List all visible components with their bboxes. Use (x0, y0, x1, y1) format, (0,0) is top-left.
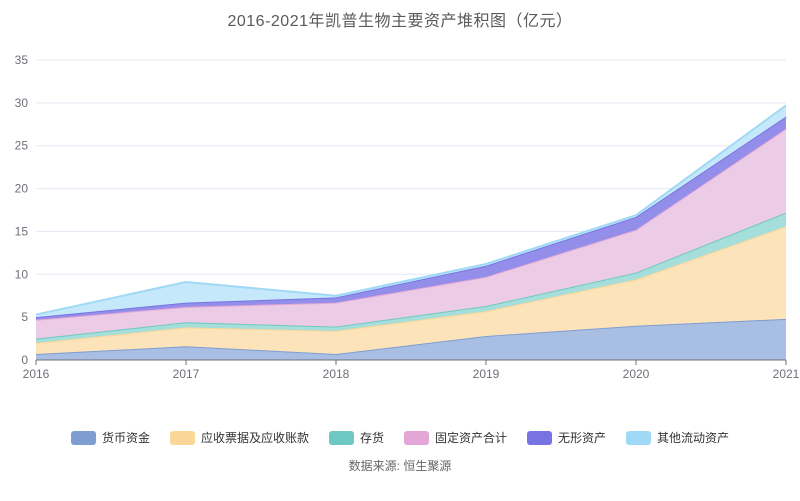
legend-swatch-icon (169, 430, 195, 445)
legend-label: 其他流动资产 (657, 431, 730, 445)
legend-swatch-icon (527, 430, 553, 445)
legend-label: 存货 (359, 431, 384, 445)
legend-swatch-icon (626, 430, 652, 445)
svg-text:2019: 2019 (473, 367, 500, 381)
svg-text:25: 25 (15, 139, 29, 153)
legend: 货币资金 应收票据及应收账款 存货 固定资产合计 无形资产 其他流动资产 (0, 429, 800, 446)
legend-label: 应收票据及应收账款 (200, 431, 309, 445)
stacked-area-plot: 0 5 10 15 20 25 30 35 2016 2017 2018 2019 2020 2021 (15, 53, 800, 381)
svg-text:35: 35 (15, 53, 29, 67)
legend-label: 货币资金 (101, 431, 150, 445)
svg-text:15: 15 (15, 224, 29, 238)
svg-text:20: 20 (15, 182, 29, 196)
svg-text:2021: 2021 (773, 367, 800, 381)
svg-text:2016: 2016 (23, 367, 50, 381)
legend-item[interactable]: 存货 (328, 429, 384, 446)
legend-item[interactable]: 无形资产 (527, 429, 606, 446)
legend-item[interactable]: 其他流动资产 (626, 429, 729, 446)
svg-text:0: 0 (21, 353, 28, 367)
svg-text:5: 5 (21, 310, 28, 324)
legend-label: 无形资产 (558, 431, 607, 445)
legend-item[interactable]: 货币资金 (70, 429, 150, 446)
legend-item[interactable]: 应收票据及应收账款 (169, 429, 309, 446)
legend-item[interactable]: 固定资产合计 (404, 429, 507, 446)
legend-swatch-icon (328, 430, 354, 445)
svg-text:2017: 2017 (173, 367, 200, 381)
chart-title: 2016-2021年凯普生物主要资产堆积图（亿元） (227, 13, 573, 30)
svg-text:10: 10 (15, 267, 29, 281)
legend-swatch-icon (404, 430, 429, 445)
legend-swatch-icon (70, 430, 96, 445)
legend-label: 固定资产合计 (435, 431, 508, 445)
svg-text:2018: 2018 (323, 367, 350, 381)
svg-text:30: 30 (15, 96, 29, 110)
data-source-note: 数据来源: 恒生聚源 (348, 459, 452, 473)
svg-text:2020: 2020 (623, 367, 650, 381)
